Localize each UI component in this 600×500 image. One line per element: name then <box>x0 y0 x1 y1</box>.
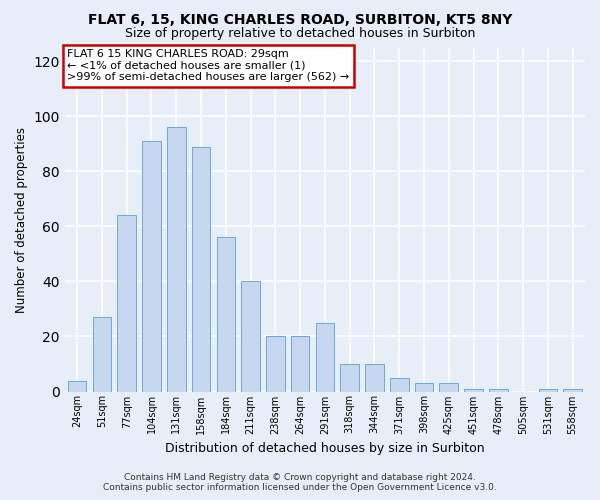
Bar <box>439 384 458 392</box>
Bar <box>118 216 136 392</box>
Text: FLAT 6, 15, KING CHARLES ROAD, SURBITON, KT5 8NY: FLAT 6, 15, KING CHARLES ROAD, SURBITON,… <box>88 12 512 26</box>
Bar <box>291 336 310 392</box>
Bar <box>390 378 409 392</box>
Bar <box>241 282 260 392</box>
Bar <box>464 389 483 392</box>
Bar <box>340 364 359 392</box>
Text: Contains HM Land Registry data © Crown copyright and database right 2024.
Contai: Contains HM Land Registry data © Crown c… <box>103 473 497 492</box>
X-axis label: Distribution of detached houses by size in Surbiton: Distribution of detached houses by size … <box>165 442 485 455</box>
Text: FLAT 6 15 KING CHARLES ROAD: 29sqm
← <1% of detached houses are smaller (1)
>99%: FLAT 6 15 KING CHARLES ROAD: 29sqm ← <1%… <box>67 49 350 82</box>
Bar <box>316 322 334 392</box>
Bar <box>92 317 111 392</box>
Bar <box>192 146 211 392</box>
Bar <box>539 389 557 392</box>
Bar <box>167 128 185 392</box>
Bar <box>217 238 235 392</box>
Bar <box>563 389 582 392</box>
Bar <box>142 141 161 392</box>
Bar <box>365 364 384 392</box>
Bar <box>415 384 433 392</box>
Bar <box>68 380 86 392</box>
Text: Size of property relative to detached houses in Surbiton: Size of property relative to detached ho… <box>125 28 475 40</box>
Bar <box>489 389 508 392</box>
Bar <box>266 336 284 392</box>
Y-axis label: Number of detached properties: Number of detached properties <box>15 126 28 312</box>
